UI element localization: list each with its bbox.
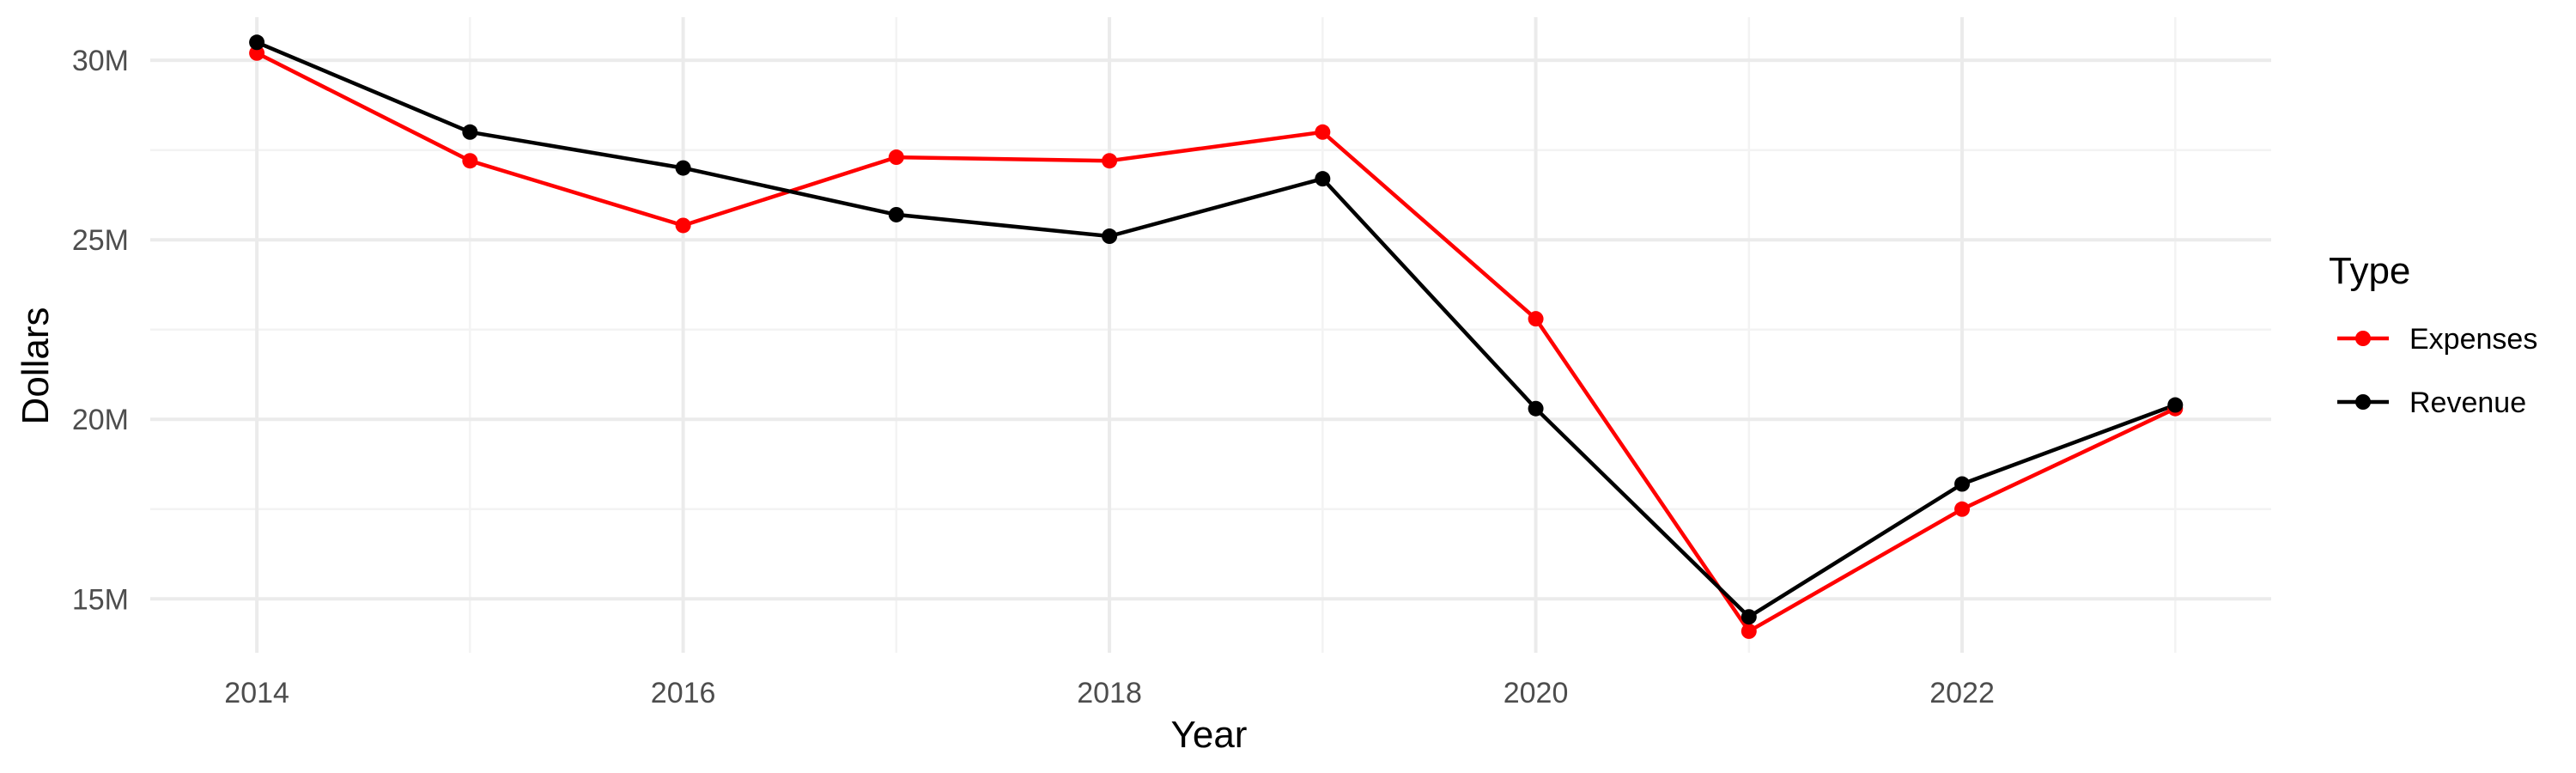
expenses-point <box>1528 311 1544 327</box>
expenses-point <box>1315 124 1331 140</box>
series-layer <box>249 34 2184 639</box>
revenue-point <box>888 206 904 222</box>
revenue-point <box>1315 171 1331 187</box>
legend-revenue-label: Revenue <box>2409 386 2526 419</box>
revenue-point <box>675 160 691 176</box>
x-tick-label: 2018 <box>1077 677 1142 709</box>
expenses-point <box>888 149 904 166</box>
y-tick-label: 25M <box>72 224 129 257</box>
legend-revenue-key-point <box>2355 394 2371 410</box>
expenses-line <box>254 51 2178 634</box>
expenses-point <box>1102 153 1118 169</box>
y-tick-label: 20M <box>72 404 129 436</box>
revenue-point <box>249 34 265 51</box>
minor-gridlines <box>150 17 2271 653</box>
revenue-point <box>1741 609 1757 625</box>
x-tick-label: 2022 <box>1929 677 1995 709</box>
expenses-point <box>1741 623 1757 639</box>
y-tick-label: 15M <box>72 583 129 616</box>
x-tick-label: 2016 <box>651 677 716 709</box>
tick-labels: 2014 2016 2018 2020 2022 15M 20M 25M 30M <box>72 45 1995 709</box>
legend-title: Type <box>2329 250 2410 292</box>
expenses-point <box>1954 501 1971 517</box>
revenue-point <box>1528 400 1544 417</box>
major-gridlines <box>150 17 2271 653</box>
revenue-point <box>1102 228 1118 245</box>
expenses-point <box>675 217 691 234</box>
legend-items: Expenses Revenue <box>2337 323 2537 419</box>
legend-expenses-label: Expenses <box>2409 323 2537 356</box>
revenue-point <box>1954 476 1971 492</box>
x-tick-label: 2020 <box>1504 677 1569 709</box>
revenue-line <box>254 40 2178 619</box>
legend-expenses-key-point <box>2355 331 2371 346</box>
x-axis-title: Year <box>1171 714 1248 756</box>
y-tick-label: 30M <box>72 45 129 77</box>
revenue-point <box>462 124 478 140</box>
y-axis-title: Dollars <box>15 307 57 425</box>
expenses-point <box>462 153 478 169</box>
revenue-point <box>2167 397 2184 413</box>
x-tick-label: 2014 <box>224 677 289 709</box>
expenses-point <box>249 45 265 61</box>
legend: Type Expenses Revenue <box>2329 250 2537 419</box>
